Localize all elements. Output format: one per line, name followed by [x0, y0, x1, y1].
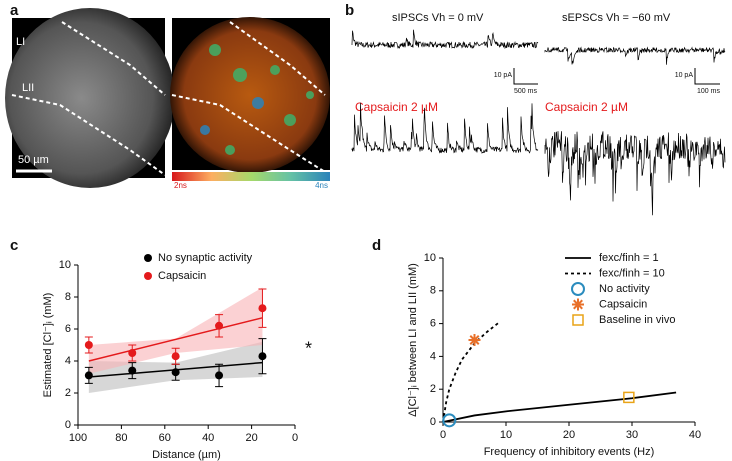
x-axis-label: Distance (µm)	[152, 449, 221, 461]
colorbar-label: 4ns	[315, 181, 328, 190]
legend-label: No activity	[599, 283, 650, 295]
annotation: *	[305, 339, 312, 359]
scale-bar	[694, 68, 720, 85]
layer-boundary	[171, 21, 326, 173]
flim-cells	[200, 44, 314, 155]
legend-label: Baseline in vivo	[599, 314, 675, 326]
fit-line	[88, 317, 263, 362]
legend-label: fexc/finh = 1	[599, 252, 659, 264]
y-tick-label: 0	[65, 419, 71, 431]
layer-label: LI	[16, 36, 25, 48]
data-point	[84, 341, 93, 349]
x-tick-label: 40	[202, 432, 214, 444]
legend-label: Capsaicin	[599, 298, 647, 310]
x-tick-label: 20	[245, 432, 257, 444]
micrograph-tissue	[5, 8, 175, 188]
treatment-label: Capsaicin 2 µM	[545, 100, 628, 114]
current-trace	[351, 29, 539, 50]
marker	[623, 391, 635, 404]
panel-label: b	[345, 2, 354, 19]
current-trace	[544, 46, 726, 65]
panel-label: c	[10, 237, 18, 254]
flim-tissue	[170, 17, 330, 173]
legend-marker	[144, 254, 152, 262]
data-point	[258, 304, 267, 313]
data-point	[128, 349, 137, 357]
x-axis-label: Frequency of inhibitory events (Hz)	[484, 446, 655, 458]
panel-label: d	[372, 237, 381, 254]
x-tick-label: 20	[563, 429, 575, 441]
scale-bar-label: 500 ms	[514, 88, 537, 95]
data-point	[215, 321, 224, 330]
treatment-label: Capsaicin 2 µM	[355, 100, 438, 114]
y-axis-label: Estimated [Cl⁻]ᵢ (mM)	[42, 293, 54, 398]
data-point	[215, 371, 224, 380]
y-tick-label: 2	[65, 387, 71, 399]
x-tick-label: 0	[440, 429, 446, 441]
y-axis-label: Δ[Cl⁻]ᵢ between LI and LII (mM)	[407, 263, 419, 417]
y-tick-label: 8	[430, 285, 436, 297]
y-tick-label: 6	[430, 318, 436, 330]
scale-bar	[513, 68, 538, 85]
data-point	[171, 352, 180, 361]
legend-marker	[572, 298, 584, 311]
legend-label: No synaptic activity	[158, 252, 253, 264]
data-point	[171, 368, 180, 377]
x-tick-label: 60	[159, 432, 171, 444]
x-tick-label: 100	[69, 432, 87, 444]
x-tick-label: 80	[115, 432, 127, 444]
scale-bar-label: 10 pA	[675, 72, 694, 79]
y-tick-label: 6	[65, 323, 71, 335]
y-tick-label: 10	[424, 252, 436, 264]
legend-marker	[572, 314, 584, 326]
marker	[442, 413, 457, 428]
marker	[468, 334, 481, 346]
x-tick-label: 10	[500, 429, 512, 441]
data-point	[258, 352, 267, 361]
legend-marker	[144, 272, 152, 280]
model-line	[442, 391, 677, 423]
scale-bar-label: 10 pA	[494, 72, 513, 79]
x-tick-label: 40	[689, 429, 701, 441]
trace-title: sIPSCs Vh = 0 mV	[392, 12, 484, 24]
colorbar	[172, 172, 330, 181]
y-tick-label: 10	[59, 259, 71, 271]
x-tick-label: 30	[626, 429, 638, 441]
layer-label: LII	[22, 82, 34, 94]
y-tick-label: 4	[430, 350, 436, 362]
y-tick-label: 4	[65, 355, 71, 367]
panel-label: a	[10, 2, 19, 19]
x-tick-label: 0	[292, 432, 298, 444]
y-tick-label: 8	[65, 291, 71, 303]
current-trace	[351, 102, 539, 154]
data-point	[84, 371, 93, 380]
y-tick-label: 2	[430, 383, 436, 395]
legend-marker	[571, 282, 585, 296]
colorbar-label: 2ns	[174, 181, 187, 190]
current-trace	[544, 131, 726, 216]
scale-bar-label: 50 µm	[18, 154, 49, 166]
data-point	[128, 366, 137, 375]
legend-label: Capsaicin	[158, 270, 206, 282]
scale-bar-label: 100 ms	[697, 88, 720, 95]
trace-title: sEPSCs Vh = −60 mV	[562, 12, 671, 24]
legend-label: fexc/finh = 10	[599, 267, 665, 279]
layer-boundary	[11, 21, 166, 176]
y-tick-label: 0	[430, 416, 436, 428]
